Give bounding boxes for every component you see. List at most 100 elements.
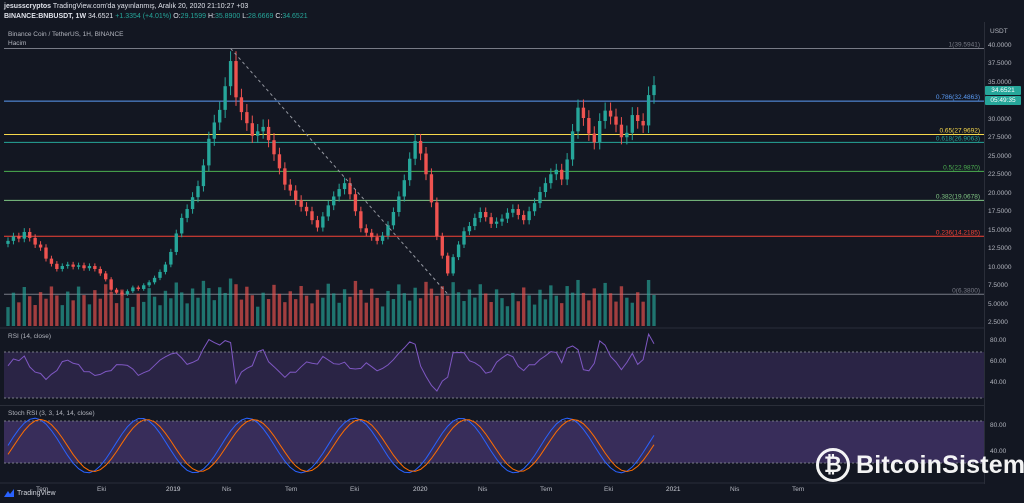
watermark-text: BitcoinSistemi [856, 450, 1024, 479]
time-tick-label: Tem [36, 486, 49, 493]
candle-body [60, 266, 64, 269]
candle-body [527, 211, 531, 221]
volume-bar [266, 299, 271, 326]
candle-body [66, 264, 70, 267]
time-tick-label: Nis [730, 486, 740, 493]
price-tick-label: 15.0000 [988, 226, 1012, 234]
volume-label: Hacim [8, 40, 27, 47]
candle-body [98, 268, 102, 274]
volume-bar [120, 289, 124, 326]
volume-bar [451, 282, 455, 326]
volume-bar [494, 289, 499, 326]
volume-bar [304, 295, 309, 326]
tradingview-logo[interactable]: TradingView [4, 489, 56, 497]
volume-bar [49, 286, 54, 326]
bitcoinsistemi-watermark: ₿ BitcoinSistemi [816, 448, 1024, 482]
candle-body [28, 231, 32, 238]
rsi-tick-label: 60.00 [990, 357, 1007, 365]
symbol-name: BINANCE:BNBUSDT, 1W [4, 13, 87, 20]
candle-body [418, 140, 423, 154]
stoch-tick-label: 80.00 [990, 422, 1007, 429]
candle-body [451, 257, 455, 274]
stoch-k-line [7, 417, 655, 474]
candle-body [397, 196, 401, 212]
price-tick-label: 5.0000 [988, 300, 1008, 308]
candle-body [109, 279, 113, 290]
volume-bar [641, 301, 645, 326]
volume-bar [158, 305, 162, 326]
candle-body [17, 236, 21, 239]
candle-body [332, 196, 336, 206]
price-tick-label: 2.5000 [988, 319, 1008, 326]
volume-bar [467, 289, 472, 326]
candle-body [478, 212, 482, 218]
candle-body [272, 140, 276, 155]
time-tick-label: Eki [350, 486, 360, 493]
volume-bar [114, 303, 119, 326]
volume-bar [33, 305, 37, 326]
candle-body [158, 271, 162, 278]
volume-bar [630, 302, 634, 326]
volume-bar [408, 300, 412, 326]
candle-body [256, 131, 260, 136]
candle-body [511, 209, 515, 213]
publish-info: jesusscryptos TradingView.com'da yayınla… [4, 2, 248, 11]
rsi-tick-label: 80.00 [990, 336, 1007, 344]
volume-bar [131, 306, 135, 326]
candle-body [49, 258, 54, 264]
candle-body [304, 206, 309, 212]
price-change: +1.3354 (+4.01%) [115, 13, 172, 20]
candle-body [581, 107, 586, 119]
candle-body [652, 85, 656, 96]
candle-body [201, 165, 206, 187]
candle-body [11, 236, 16, 241]
volume-bar [380, 306, 385, 326]
candle-body [386, 225, 390, 236]
candle-body [190, 197, 195, 210]
volume-bar [147, 288, 151, 326]
volume-bar [294, 299, 298, 326]
volume-bar [456, 292, 461, 326]
price-unit-label: USDT [990, 28, 1008, 35]
candle-body [646, 95, 651, 126]
candle-body [169, 251, 173, 265]
fib-level-label: 1(39.5941) [949, 42, 980, 49]
volume-bar [174, 282, 178, 326]
volume-bar [207, 288, 211, 326]
volume-bar [104, 284, 108, 326]
volume-bar [446, 295, 450, 326]
candle-body [218, 109, 222, 123]
candle-body [33, 237, 37, 245]
volume-bar [473, 297, 477, 326]
volume-bar [353, 280, 358, 326]
candle-body [619, 124, 624, 138]
last-price: 34.6521 [88, 13, 114, 20]
candle-body [402, 180, 406, 197]
volume-bar [76, 286, 81, 326]
volume-bar [397, 284, 401, 326]
candle-body [587, 118, 591, 134]
candle-body [446, 255, 450, 274]
candle-body [375, 237, 379, 241]
volume-bar [489, 302, 493, 326]
volume-bar [299, 286, 303, 326]
time-tick-label: 2019 [166, 486, 181, 493]
candle-body [543, 183, 548, 193]
price-tick-label: 7.5000 [988, 282, 1008, 289]
main-pane-title: Binance Coin / TetherUS, 1H, BINANCE [8, 31, 124, 38]
low-value: 28.6669 [248, 13, 274, 20]
tradingview-icon [4, 489, 14, 497]
volume-bar [587, 300, 591, 326]
volume-bar [196, 297, 200, 326]
volume-bar [424, 281, 428, 326]
time-tick-label: Nis [478, 486, 488, 493]
candle-body [592, 133, 596, 143]
volume-bar [527, 295, 531, 326]
candle-body [321, 216, 325, 228]
volume-bar [565, 286, 569, 326]
candle-body [554, 169, 558, 175]
candle-body [174, 233, 178, 252]
volume-bar [180, 292, 184, 326]
price-tick-label: 17.5000 [988, 208, 1012, 215]
